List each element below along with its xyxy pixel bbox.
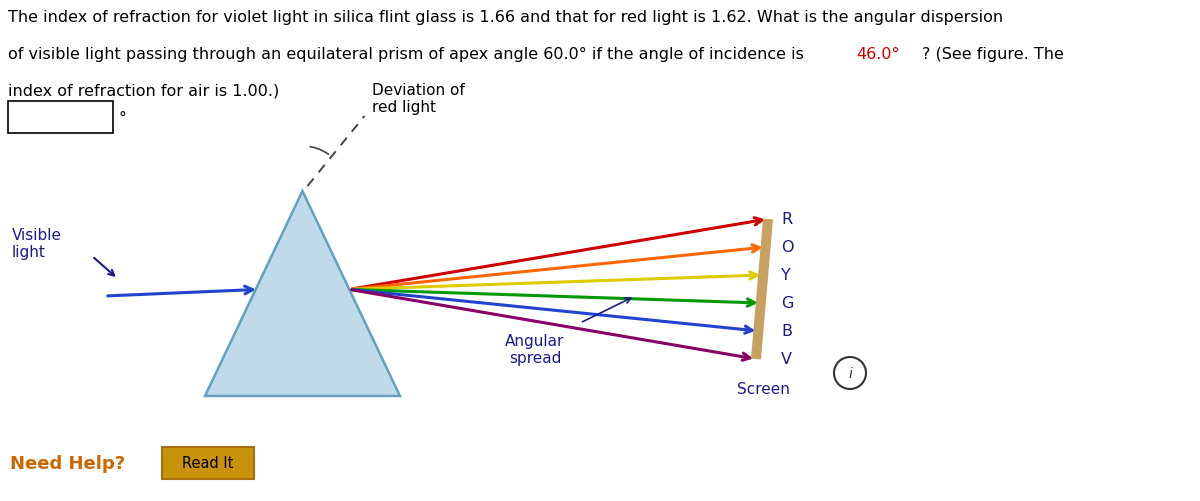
Text: index of refraction for air is 1.00.): index of refraction for air is 1.00.) bbox=[8, 84, 280, 99]
Text: Deviation of
red light: Deviation of red light bbox=[372, 83, 466, 115]
FancyBboxPatch shape bbox=[162, 447, 254, 479]
Text: The index of refraction for violet light in silica flint glass is 1.66 and that : The index of refraction for violet light… bbox=[8, 10, 1003, 25]
Text: °: ° bbox=[119, 110, 127, 125]
Text: G: G bbox=[781, 296, 793, 311]
Text: Visible
light: Visible light bbox=[12, 227, 62, 260]
Text: Screen: Screen bbox=[737, 381, 790, 396]
Polygon shape bbox=[751, 219, 773, 360]
Text: ? (See figure. The: ? (See figure. The bbox=[922, 47, 1064, 62]
Text: O: O bbox=[781, 240, 793, 255]
Text: B: B bbox=[781, 324, 792, 339]
Text: Angular
spread: Angular spread bbox=[505, 333, 565, 366]
Text: R: R bbox=[781, 212, 792, 227]
Polygon shape bbox=[205, 191, 400, 396]
Text: Need Help?: Need Help? bbox=[10, 454, 125, 472]
Text: V: V bbox=[781, 352, 792, 367]
FancyBboxPatch shape bbox=[8, 102, 113, 134]
Text: 46.0°: 46.0° bbox=[856, 47, 900, 62]
Text: i: i bbox=[848, 366, 852, 380]
Text: of visible light passing through an equilateral prism of apex angle 60.0° if the: of visible light passing through an equi… bbox=[8, 47, 809, 62]
Text: Read It: Read It bbox=[182, 455, 234, 470]
Text: Y: Y bbox=[781, 268, 791, 283]
